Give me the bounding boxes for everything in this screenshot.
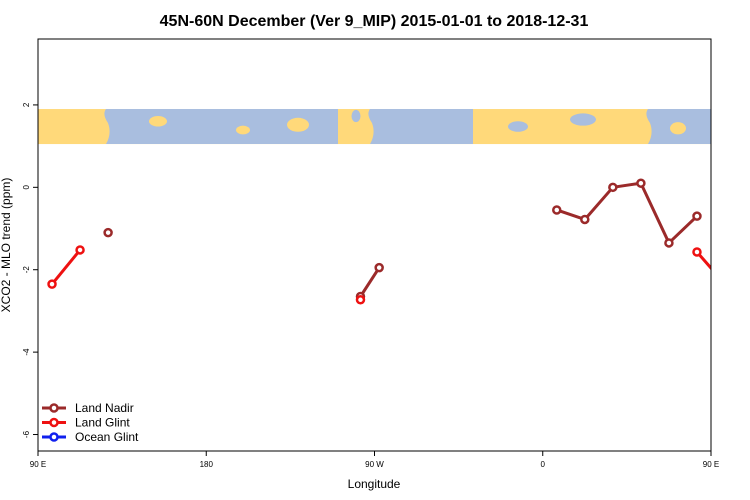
map-feature bbox=[570, 113, 596, 126]
x-tick-label: 180 bbox=[200, 460, 214, 469]
data-point bbox=[664, 238, 674, 248]
y-tick-label: -4 bbox=[22, 348, 31, 356]
legend-item: Land Glint bbox=[42, 416, 130, 430]
map-feature bbox=[236, 125, 250, 135]
series-line bbox=[695, 251, 711, 271]
data-point bbox=[355, 295, 366, 305]
map-feature bbox=[351, 109, 361, 123]
legend-label: Ocean Glint bbox=[75, 430, 139, 444]
map-feature bbox=[287, 117, 309, 132]
map-feature bbox=[508, 121, 528, 132]
series-land-nadir bbox=[103, 178, 702, 302]
data-point bbox=[636, 178, 646, 188]
series-line bbox=[50, 248, 82, 286]
y-axis: 2 0 -2 -4 -6 bbox=[22, 102, 38, 438]
y-tick-label: 0 bbox=[22, 185, 31, 190]
map-ocean bbox=[368, 109, 473, 145]
map-feature bbox=[149, 116, 167, 127]
data-point bbox=[552, 205, 562, 215]
legend-item: Land Nadir bbox=[42, 401, 134, 415]
x-tick-label: 0 bbox=[541, 460, 546, 469]
data-point bbox=[692, 211, 702, 221]
map-feature bbox=[670, 122, 686, 135]
series-line bbox=[359, 266, 381, 298]
legend-label: Land Nadir bbox=[75, 401, 134, 415]
data-point bbox=[580, 214, 590, 225]
legend-label: Land Glint bbox=[75, 416, 130, 430]
data-point bbox=[47, 279, 57, 289]
plot-frame bbox=[37, 38, 712, 452]
map-band bbox=[38, 109, 711, 145]
x-tick-label: 90 E bbox=[703, 460, 719, 469]
legend-marker bbox=[49, 432, 59, 442]
data-point bbox=[103, 227, 113, 238]
data-point bbox=[608, 182, 618, 193]
series-layer bbox=[47, 178, 729, 305]
data-point bbox=[722, 281, 729, 288]
y-tick-label: -6 bbox=[22, 430, 31, 438]
x-tick-label: 90 W bbox=[365, 460, 384, 469]
series-line bbox=[556, 181, 699, 245]
data-point bbox=[75, 245, 85, 255]
legend-marker bbox=[49, 403, 59, 413]
x-tick-label: 90 E bbox=[30, 460, 46, 469]
x-axis-label: Longitude bbox=[348, 477, 401, 491]
y-tick-label: 2 bbox=[22, 102, 31, 107]
y-axis-label: XCO2 - MLO trend (ppm) bbox=[0, 178, 13, 313]
y-tick-label: -2 bbox=[22, 266, 31, 274]
chart-title: 45N-60N December (Ver 9_MIP) 2015-01-01 … bbox=[160, 13, 589, 30]
data-point bbox=[374, 262, 384, 273]
legend-marker bbox=[49, 417, 59, 428]
x-axis: 90 E 180 90 W 0 90 E bbox=[30, 451, 719, 469]
legend-item: Ocean Glint bbox=[42, 430, 139, 444]
series-land-glint bbox=[47, 245, 729, 305]
data-point bbox=[692, 247, 702, 257]
